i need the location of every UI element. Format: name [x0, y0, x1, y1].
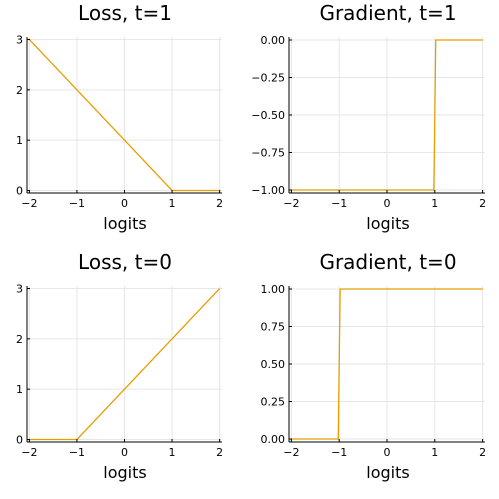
x-tick-label: 2	[216, 197, 223, 210]
y-tick-label: 1.00	[261, 283, 286, 296]
x-tick-label: −2	[21, 446, 37, 459]
panel-loss-t1: Loss, t=1 −2 −1 0 1 2 0 1 2 3 logits	[16, 1, 223, 233]
y-tick-label: 1	[16, 383, 23, 396]
ticks-layer: −2 −1 0 1 2 0.00 0.25 0.50 0.75 1.00	[261, 283, 487, 459]
x-tick-label: −2	[283, 197, 299, 210]
grid-layer	[289, 37, 485, 193]
y-tick-label: −0.75	[251, 147, 285, 160]
x-tick-label: 1	[431, 197, 438, 210]
y-tick-label: −0.50	[251, 109, 285, 122]
ticks-layer: −2 −1 0 1 2 0 1 2 3	[16, 283, 223, 459]
x-axis-label: logits	[103, 214, 146, 233]
x-tick-label: −1	[331, 197, 347, 210]
y-tick-label: 2	[16, 84, 23, 97]
y-tick-label: 0.00	[261, 34, 286, 47]
y-tick-label: 1	[16, 134, 23, 147]
grid-layer	[27, 286, 222, 442]
y-tick-label: 0.75	[261, 321, 286, 334]
panel-title: Loss, t=1	[78, 1, 172, 25]
x-tick-label: 0	[121, 197, 128, 210]
x-tick-label: 1	[169, 446, 176, 459]
panel-gradient-t1: Gradient, t=1 −2 −1 0 1 2 −1.00 −0.75 −0.50 −0.2…	[251, 1, 486, 233]
y-tick-label: 0.00	[261, 433, 286, 446]
grid-layer	[27, 37, 222, 193]
grid-layer	[289, 286, 485, 442]
series-layer	[291, 288, 483, 440]
x-tick-label: 2	[479, 446, 486, 459]
y-tick-label: 0	[16, 433, 23, 446]
panel-title: Gradient, t=1	[319, 1, 456, 25]
y-tick-label: 0	[16, 184, 23, 197]
y-tick-label: 2	[16, 333, 23, 346]
x-tick-label: 0	[384, 197, 391, 210]
x-tick-label: 1	[431, 446, 438, 459]
y-tick-label: 3	[16, 34, 23, 47]
series-line	[291, 288, 483, 440]
x-tick-label: −1	[69, 197, 85, 210]
x-tick-label: −1	[69, 446, 85, 459]
y-tick-label: −0.25	[251, 72, 285, 85]
x-tick-label: −1	[331, 446, 347, 459]
y-tick-label: 3	[16, 283, 23, 296]
x-tick-label: −2	[21, 197, 37, 210]
ticks-layer: −2 −1 0 1 2 −1.00 −0.75 −0.50 −0.25 0.00	[251, 34, 486, 210]
panel-loss-t0: Loss, t=0 −2 −1 0 1 2 0 1 2 3 logits	[16, 250, 223, 482]
series-line	[291, 39, 483, 191]
panel-title: Loss, t=0	[78, 250, 172, 274]
x-tick-label: 0	[121, 446, 128, 459]
x-axis-label: logits	[103, 463, 146, 482]
x-axis-label: logits	[366, 463, 409, 482]
ticks-layer: −2 −1 0 1 2 0 1 2 3	[16, 34, 223, 210]
x-tick-label: −2	[283, 446, 299, 459]
series-layer	[291, 39, 483, 191]
y-tick-label: 0.50	[261, 358, 286, 371]
panel-gradient-t0: Gradient, t=0 −2 −1 0 1 2 0.00 0.25 0.50 0.75 1.0…	[261, 250, 487, 482]
x-tick-label: 2	[216, 446, 223, 459]
y-tick-label: 0.25	[261, 396, 286, 409]
x-tick-label: 1	[169, 197, 176, 210]
x-axis-label: logits	[366, 214, 409, 233]
x-tick-label: 0	[384, 446, 391, 459]
panel-title: Gradient, t=0	[319, 250, 456, 274]
y-tick-label: −1.00	[251, 184, 285, 197]
x-tick-label: 2	[479, 197, 486, 210]
